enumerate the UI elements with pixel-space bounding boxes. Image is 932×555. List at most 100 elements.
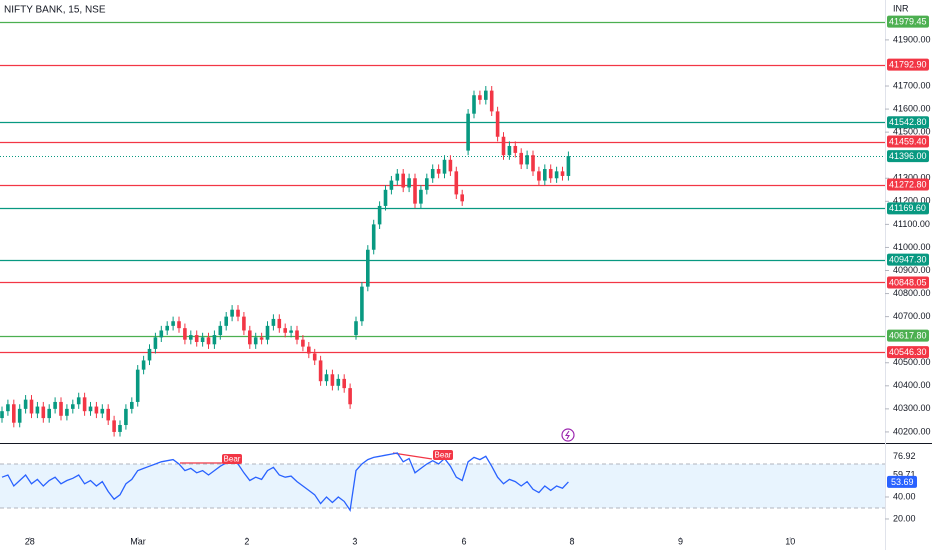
candle-body [265, 325, 270, 340]
candle-body [454, 171, 459, 195]
level-label-box [887, 135, 929, 148]
candle-body [360, 286, 364, 322]
level-label-box [887, 329, 929, 342]
y-tick-label: 40300.00 [893, 403, 931, 413]
candle-body [41, 406, 46, 419]
candle-body [153, 337, 158, 349]
candle-body [253, 337, 258, 345]
candle-body [318, 360, 323, 382]
candle-body [566, 156, 571, 176]
y-tick-label: 41000.00 [893, 242, 931, 252]
candle-body [177, 321, 181, 329]
candle-body [537, 171, 541, 181]
candle-body [76, 397, 81, 405]
lightning-icon[interactable] [561, 428, 575, 442]
x-tick-label: 10 [785, 536, 795, 546]
candle-body [295, 330, 299, 340]
x-tick-label: 9 [678, 536, 683, 546]
candle-body [82, 397, 87, 412]
y-tick-label: 41600.00 [893, 103, 931, 113]
candle-body [236, 309, 240, 317]
candle-body [35, 406, 40, 414]
candle-body [330, 374, 335, 386]
level-label-box [887, 178, 929, 191]
y-tick-label: 41200.00 [893, 196, 931, 206]
level-label: 40617.80 [889, 330, 927, 340]
candle-body [12, 404, 16, 423]
candle-body [212, 335, 217, 345]
level-label: 40947.30 [889, 254, 927, 264]
currency: INR [893, 3, 909, 13]
candle-body [389, 180, 394, 190]
candle-body [283, 328, 288, 333]
candle-body [413, 178, 417, 204]
candle-body [118, 425, 122, 432]
level-label-box [887, 202, 929, 215]
rsi-tick-label: 20.00 [893, 513, 916, 523]
candle-body [47, 408, 52, 419]
candle-body [395, 173, 400, 181]
candle-body [271, 318, 276, 326]
candle-body [436, 169, 441, 174]
rsi-marker-label: 59.71 [893, 470, 916, 480]
candle-body [425, 178, 429, 190]
candle-body [242, 316, 246, 331]
candle-body [218, 325, 223, 336]
candle-body [224, 316, 229, 326]
level-label: 40546.30 [889, 347, 927, 357]
x-tick-label: 8 [569, 536, 574, 546]
level-label-box [887, 116, 929, 129]
candle-body [377, 205, 382, 225]
candle-body [200, 337, 205, 342]
y-tick-label: 40800.00 [893, 288, 931, 298]
candle-body [65, 408, 69, 416]
candle-body [348, 388, 352, 405]
candle-body [430, 169, 435, 179]
candle-body [312, 353, 317, 361]
annotation-box [222, 454, 242, 464]
candle-body [543, 169, 547, 181]
y-tick-label: 41900.00 [893, 34, 931, 44]
candle-body [130, 401, 134, 409]
candle-body [189, 335, 193, 340]
level-label-box [887, 276, 929, 289]
candle-body [183, 328, 187, 340]
x-tick-label: 28 [25, 536, 35, 546]
rsi-marker-label: 76.92 [893, 451, 916, 461]
candle-body [448, 159, 453, 172]
y-tick-label: 40400.00 [893, 380, 931, 390]
candle-body [501, 136, 506, 156]
divergence-line [392, 452, 433, 460]
level-label: 41169.60 [889, 203, 926, 213]
y-tick-label: 41300.00 [893, 173, 931, 183]
candle-body [112, 420, 116, 432]
level-label: 41396.00 [889, 151, 927, 161]
candle-body [442, 159, 447, 174]
candle-body [472, 95, 476, 114]
level-label: 41792.90 [889, 59, 927, 69]
candle-body [478, 95, 482, 100]
candle-body [324, 374, 329, 382]
annotation: Bear [435, 451, 452, 460]
candle-body [460, 194, 465, 202]
candle-body [342, 378, 347, 389]
candle-body [206, 337, 211, 345]
candle-body [401, 173, 406, 188]
candle-body [106, 408, 111, 421]
level-label: 41542.80 [889, 117, 927, 127]
candle-body [53, 401, 57, 409]
candle-body [507, 145, 512, 156]
candle-body [484, 90, 488, 100]
candle-body [336, 378, 341, 386]
level-label: 41459.40 [889, 136, 927, 146]
candle-body [100, 408, 105, 414]
candle-body [135, 369, 140, 402]
candle-body [171, 321, 175, 326]
candle-body [519, 152, 524, 165]
candle-body [525, 155, 529, 165]
candle-body [301, 339, 305, 347]
candle-body [71, 404, 75, 409]
candle-body [165, 325, 170, 331]
candle-body [371, 224, 376, 250]
chart-title: NIFTY BANK, 15, NSE [4, 5, 106, 16]
